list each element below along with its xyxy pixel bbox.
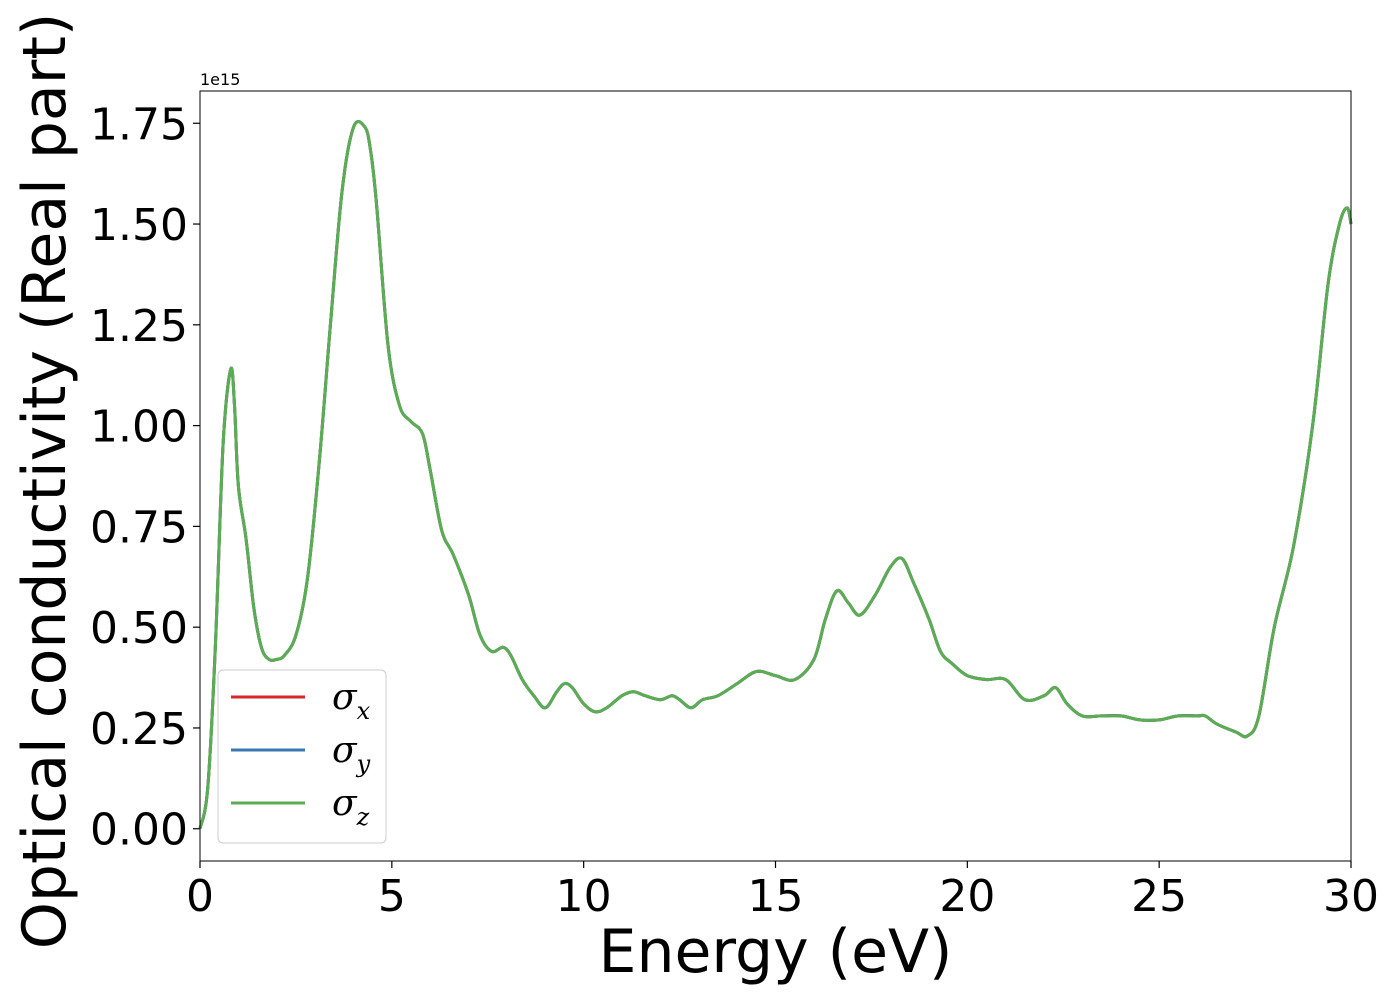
legend-label-y: σy — [332, 730, 371, 778]
y-tick-label: 1.00 — [90, 402, 188, 453]
x-tick-label: 15 — [748, 871, 804, 922]
series-layer — [198, 120, 1353, 830]
y-tick-label: 1.50 — [90, 200, 188, 251]
legend-label-x: σx — [332, 677, 371, 725]
x-tick-label: 20 — [939, 871, 995, 922]
legend-subscript: x — [357, 697, 371, 725]
x-tick-label: 25 — [1131, 871, 1187, 922]
legend-box — [217, 669, 387, 844]
y-tick-label: 1.25 — [90, 301, 188, 352]
series-line-z — [198, 120, 1353, 830]
plot-frame — [199, 90, 1352, 862]
y-tick-label: 0.75 — [90, 502, 188, 553]
axis-ticks: 0 5 10 15 20 25 30 0.00 0.25 0.50 0.75 1.00 1.25 1.50… — [90, 99, 1379, 922]
x-tick-label: 10 — [556, 871, 612, 922]
y-tick-label: 0.00 — [90, 805, 188, 856]
legend-symbol: σ — [332, 677, 358, 718]
x-axis-label: Energy (eV) — [599, 917, 953, 987]
legend-label-z: σz — [332, 783, 370, 831]
legend-symbol: σ — [332, 783, 358, 824]
legend-subscript: z — [356, 803, 370, 831]
x-tick-label: 0 — [186, 871, 214, 922]
legend-subscript: y — [356, 750, 371, 778]
y-tick-label: 1.75 — [90, 99, 188, 150]
legend-symbol: σ — [332, 730, 358, 771]
y-tick-label: 0.50 — [90, 603, 188, 654]
x-tick-label: 5 — [378, 871, 406, 922]
y-axis-label: Optical conductivity (Real part) — [10, 13, 80, 950]
x-tick-label: 30 — [1323, 871, 1379, 922]
y-tick-label: 0.25 — [90, 704, 188, 755]
y-offset-label: 1e15 — [200, 70, 240, 89]
